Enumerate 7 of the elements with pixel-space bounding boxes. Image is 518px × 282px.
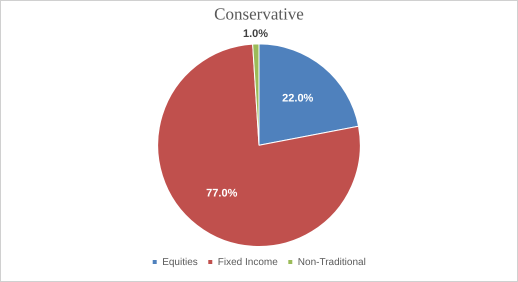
data-label: 77.0% bbox=[206, 187, 238, 200]
chart-title: Conservative bbox=[214, 4, 304, 24]
legend-label: Non-Traditional bbox=[298, 256, 366, 268]
legend-label: Equities bbox=[162, 256, 198, 268]
data-label: 1.0% bbox=[242, 28, 268, 40]
data-label: 22.0% bbox=[282, 92, 314, 104]
legend-label: Fixed Income bbox=[218, 256, 278, 268]
